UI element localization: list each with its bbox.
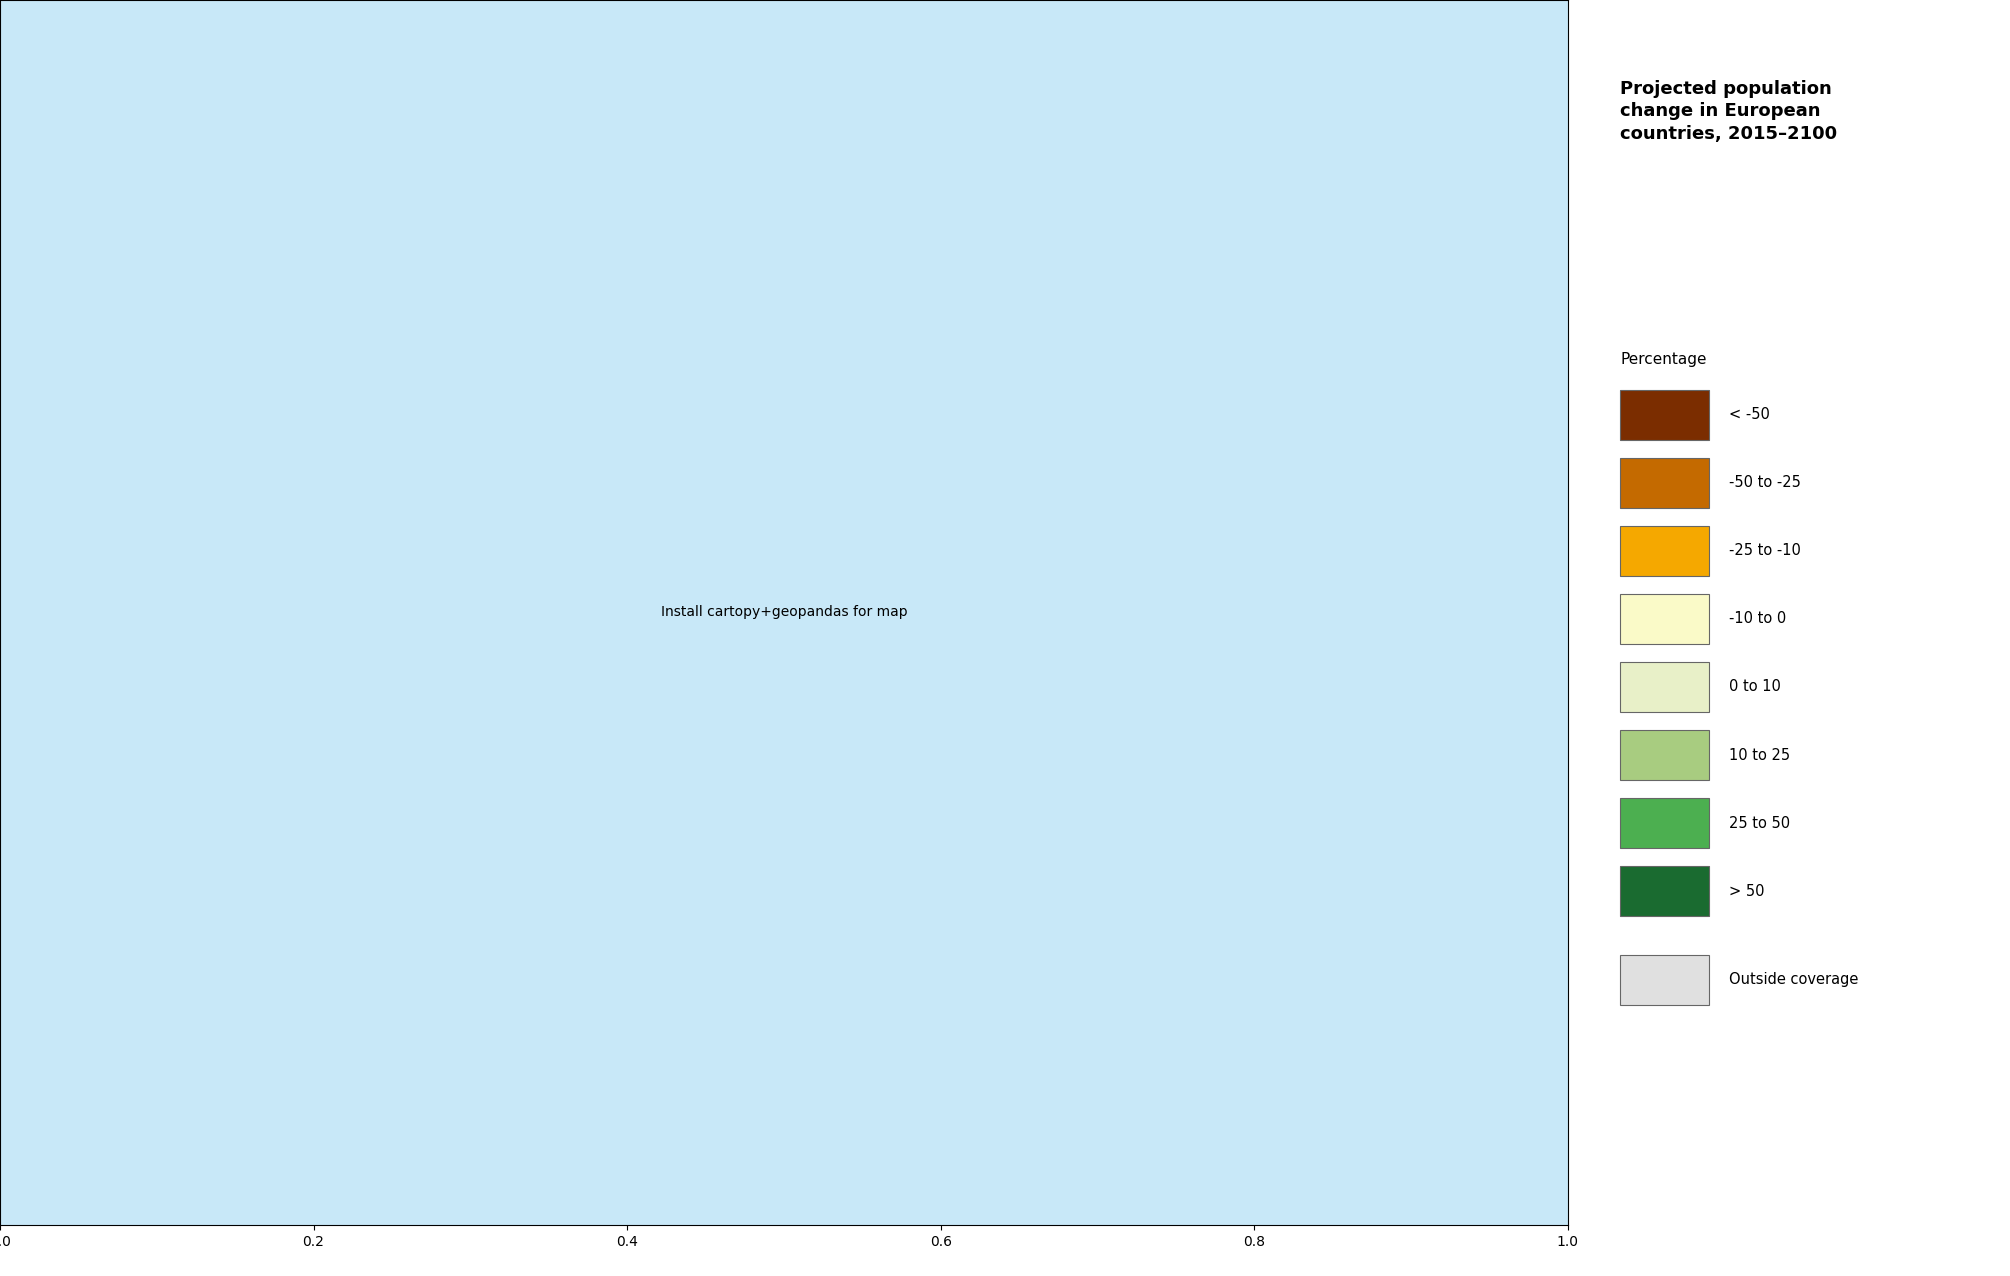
Text: Install cartopy+geopandas for map: Install cartopy+geopandas for map (661, 606, 907, 619)
Text: < -50: < -50 (1729, 407, 1769, 422)
Text: -25 to -10: -25 to -10 (1729, 544, 1801, 559)
Text: 0 to 10: 0 to 10 (1729, 680, 1781, 694)
Text: 10 to 25: 10 to 25 (1729, 748, 1789, 763)
Text: Outside coverage: Outside coverage (1729, 972, 1857, 988)
Text: > 50: > 50 (1729, 883, 1765, 898)
FancyBboxPatch shape (1620, 954, 1708, 1005)
FancyBboxPatch shape (1620, 662, 1708, 712)
FancyBboxPatch shape (1620, 730, 1708, 780)
FancyBboxPatch shape (1620, 526, 1708, 575)
Text: -10 to 0: -10 to 0 (1729, 611, 1785, 627)
FancyBboxPatch shape (1620, 866, 1708, 916)
FancyBboxPatch shape (1620, 458, 1708, 508)
Text: Percentage: Percentage (1620, 352, 1706, 367)
Text: 25 to 50: 25 to 50 (1729, 815, 1789, 831)
Text: Projected population
change in European
countries, 2015–2100: Projected population change in European … (1620, 80, 1837, 143)
FancyBboxPatch shape (1620, 390, 1708, 440)
FancyBboxPatch shape (1620, 593, 1708, 644)
Text: -50 to -25: -50 to -25 (1729, 476, 1801, 490)
FancyBboxPatch shape (1620, 798, 1708, 849)
